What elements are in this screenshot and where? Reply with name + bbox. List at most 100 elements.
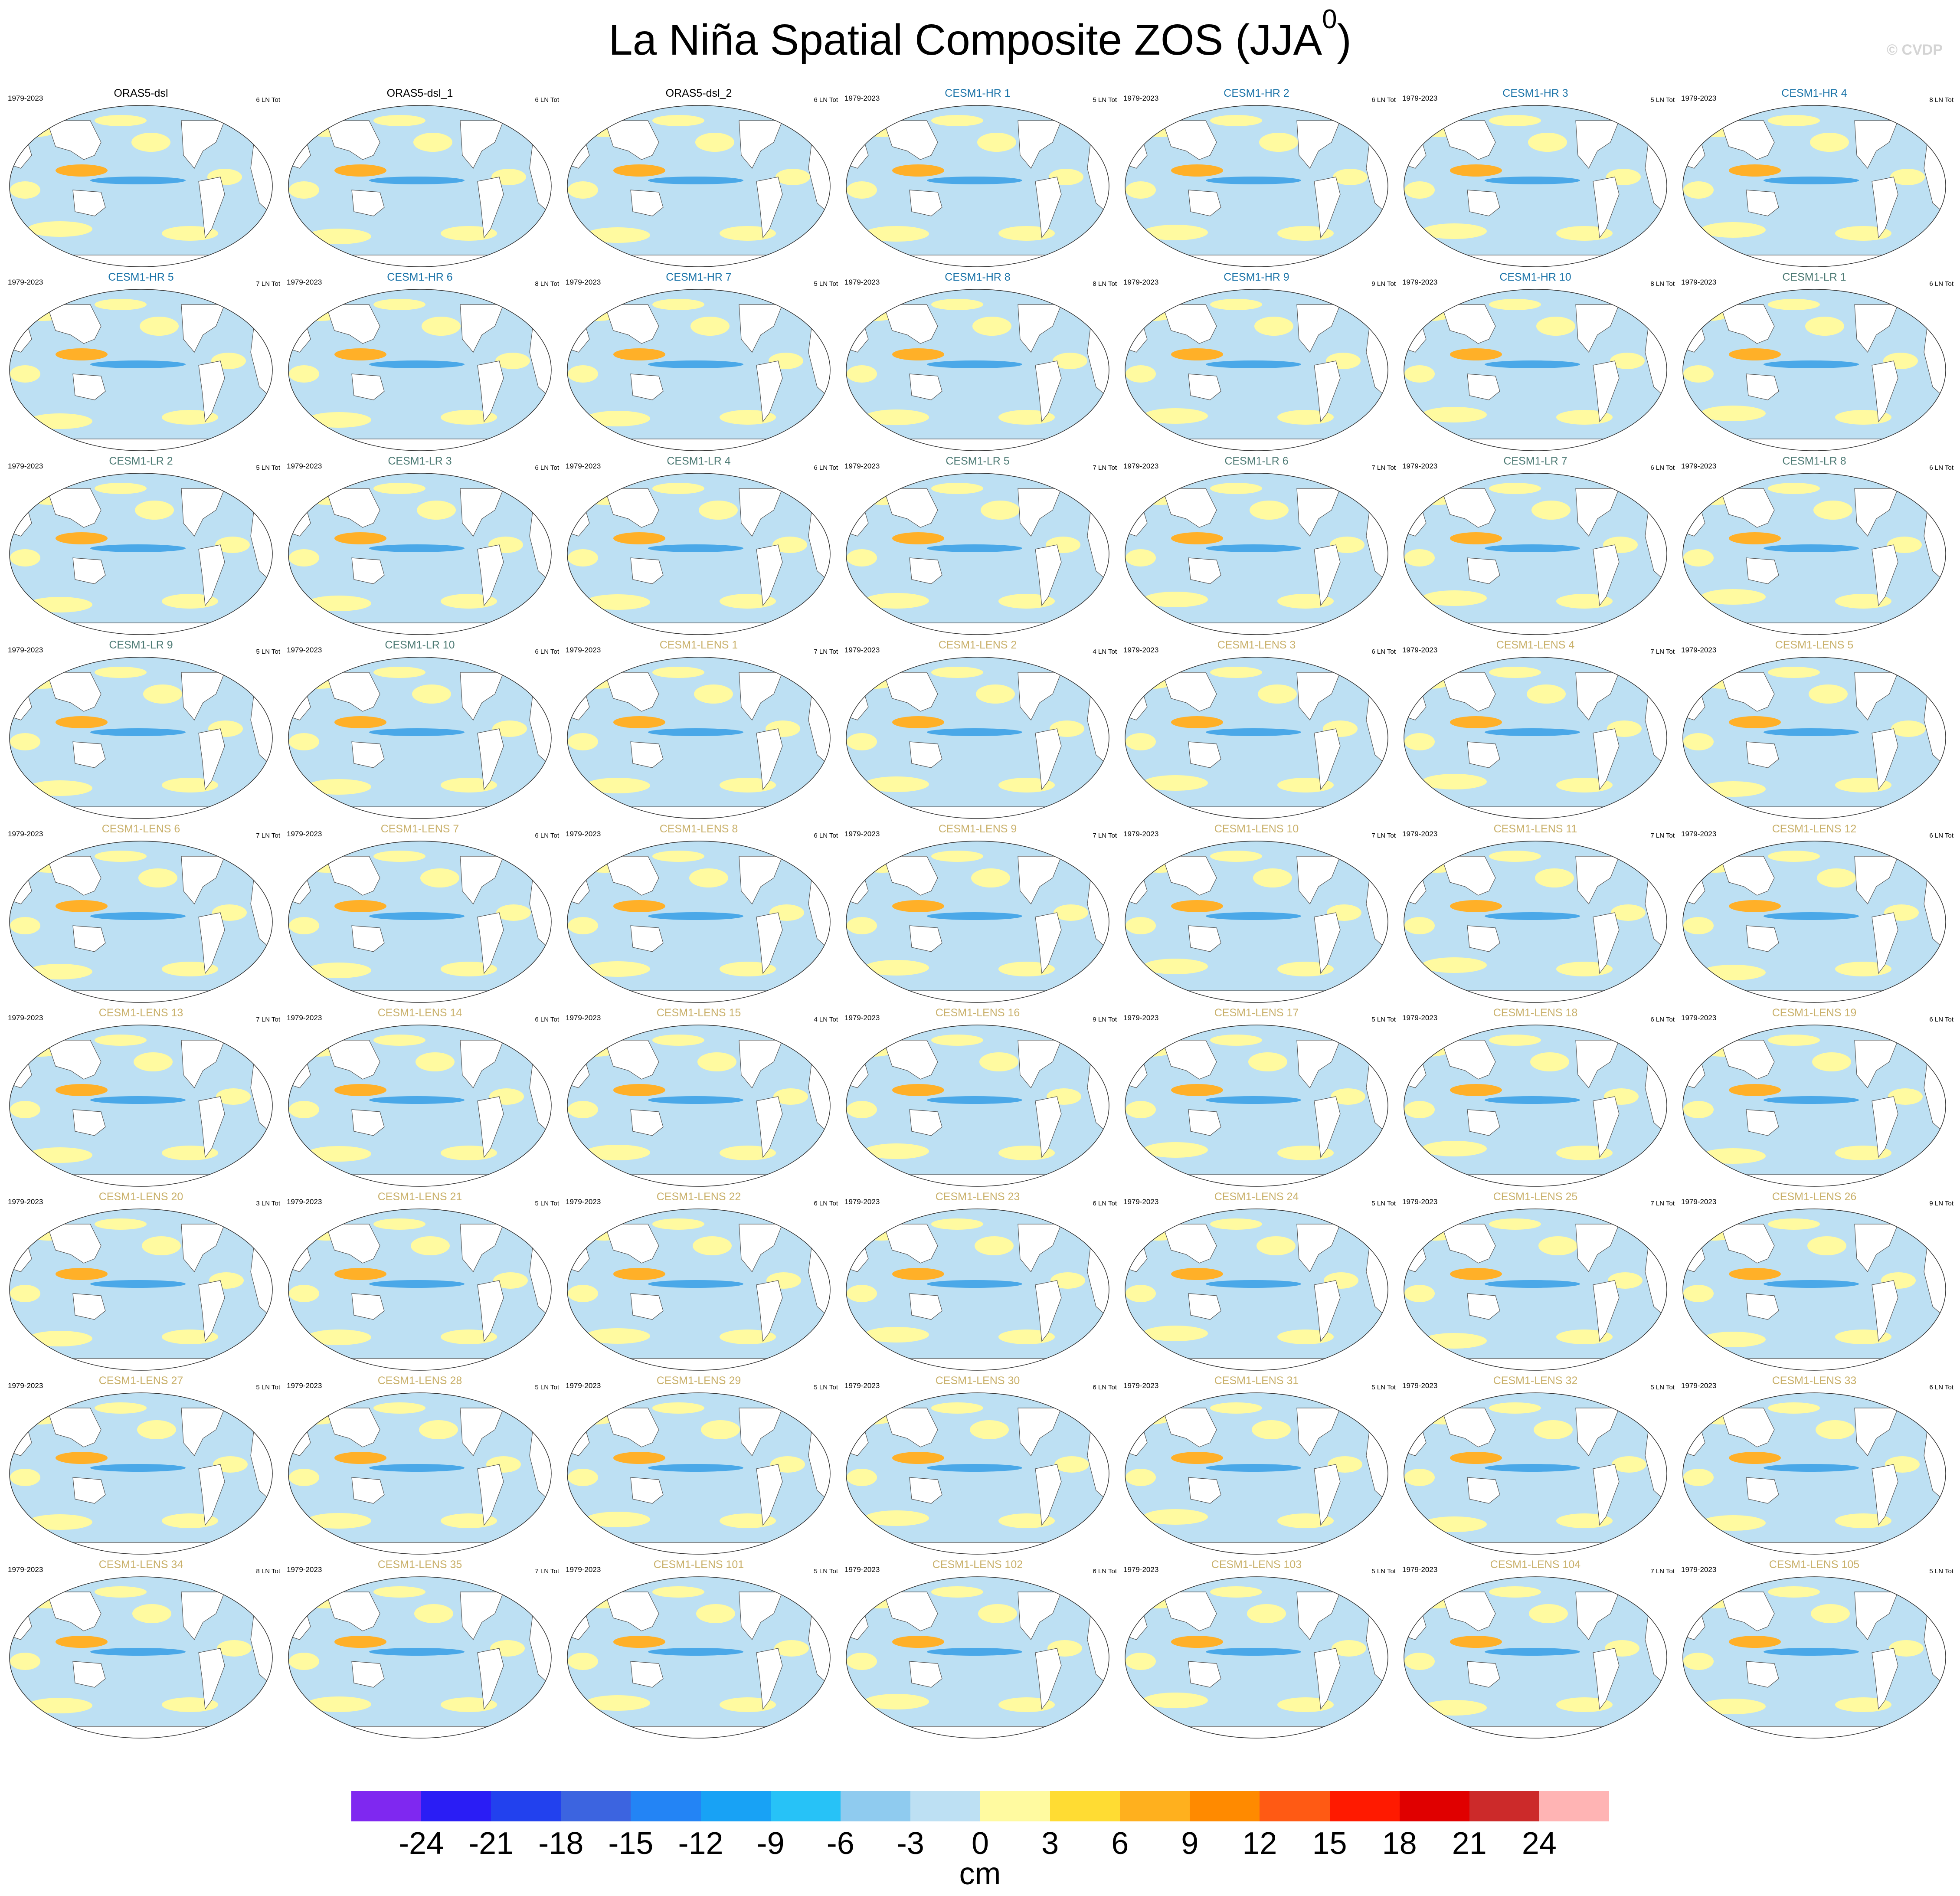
panel-title: CESM1-LENS 20 <box>98 1191 183 1203</box>
world-map <box>1682 473 1946 635</box>
panel-period: 1979-2023 <box>566 1565 601 1574</box>
panel-title: CESM1-LENS 29 <box>656 1375 741 1387</box>
panel-title: CESM1-LR 9 <box>109 639 173 651</box>
panel-event-count: 5 LN Tot <box>1929 1568 1953 1575</box>
map-panel: CESM1-LENS 12 1979-2023 6 LN Tot <box>1675 822 1953 1007</box>
map-panel: CESM1-LR 3 1979-2023 6 LN Tot <box>281 455 559 639</box>
cvdp-credit: © CVDP <box>1887 42 1943 58</box>
colorbar-tick-label: -15 <box>608 1826 654 1861</box>
map-panel: CESM1-LENS 20 1979-2023 3 LN Tot <box>2 1190 280 1375</box>
map-panel: CESM1-HR 7 1979-2023 5 LN Tot <box>560 271 838 455</box>
panel-period: 1979-2023 <box>1402 1382 1438 1390</box>
world-map <box>9 1025 273 1187</box>
panel-event-count: 6 LN Tot <box>814 832 838 839</box>
panel-title: CESM1-LENS 19 <box>1772 1007 1857 1019</box>
panel-title: CESM1-HR 7 <box>666 271 732 283</box>
panel-title: CESM1-LENS 21 <box>377 1191 462 1203</box>
panel-period: 1979-2023 <box>1681 94 1717 102</box>
map-panel: CESM1-LENS 33 1979-2023 6 LN Tot <box>1675 1374 1953 1559</box>
panel-title: CESM1-LENS 15 <box>656 1007 741 1019</box>
panel-event-count: 6 LN Tot <box>535 96 559 104</box>
panel-event-count: 8 LN Tot <box>535 280 559 288</box>
panel-period: 1979-2023 <box>566 1014 601 1022</box>
map-panel: CESM1-LENS 21 1979-2023 5 LN Tot <box>281 1190 559 1375</box>
panel-period: 1979-2023 <box>1402 278 1438 286</box>
map-panel: CESM1-HR 10 1979-2023 8 LN Tot <box>1396 271 1675 455</box>
panel-title: CESM1-LR 4 <box>667 455 731 467</box>
map-panel: CESM1-LENS 7 1979-2023 6 LN Tot <box>281 822 559 1007</box>
map-panel: CESM1-LENS 4 1979-2023 7 LN Tot <box>1396 639 1675 823</box>
map-panel: CESM1-LENS 23 1979-2023 6 LN Tot <box>838 1190 1117 1375</box>
panel-event-count: 7 LN Tot <box>1650 648 1675 655</box>
world-map <box>1125 841 1388 1003</box>
panel-event-count: 7 LN Tot <box>256 280 280 288</box>
panel-event-count: 6 LN Tot <box>1093 1200 1117 1207</box>
world-map <box>1404 1576 1667 1739</box>
panel-period: 1979-2023 <box>1681 1565 1717 1574</box>
panel-title: CESM1-LENS 10 <box>1214 823 1299 835</box>
colorbar-tick-label: -21 <box>468 1826 514 1861</box>
panel-event-count: 6 LN Tot <box>1929 1016 1953 1023</box>
panel-event-count: 8 LN Tot <box>1650 280 1675 288</box>
panel-event-count: 5 LN Tot <box>535 1200 559 1207</box>
panel-event-count: 9 LN Tot <box>1929 1200 1953 1207</box>
panel-period: 1979-2023 <box>1123 1014 1159 1022</box>
panel-period: 1979-2023 <box>566 278 601 286</box>
panel-period: 1979-2023 <box>8 1014 43 1022</box>
panel-period: 1979-2023 <box>1402 1014 1438 1022</box>
colorbar-tick-label: -18 <box>538 1826 584 1861</box>
colorbar-box <box>1120 1791 1190 1821</box>
world-map <box>846 657 1109 819</box>
colorbar-box <box>980 1791 1050 1821</box>
panel-event-count: 6 LN Tot <box>1929 832 1953 839</box>
world-map <box>9 1392 273 1555</box>
world-map <box>846 1208 1109 1371</box>
panel-period: 1979-2023 <box>287 1014 322 1022</box>
map-panel: CESM1-LENS 15 1979-2023 4 LN Tot <box>560 1006 838 1191</box>
panel-event-count: 7 LN Tot <box>1371 464 1396 472</box>
world-map <box>567 1392 831 1555</box>
world-map <box>288 473 552 635</box>
world-map <box>1682 1576 1946 1739</box>
panel-event-count: 9 LN Tot <box>1093 1016 1117 1023</box>
map-panel: CESM1-LR 6 1979-2023 7 LN Tot <box>1117 455 1396 639</box>
panel-title: CESM1-HR 9 <box>1224 271 1289 283</box>
map-panel: CESM1-LENS 1 1979-2023 7 LN Tot <box>560 639 838 823</box>
panel-title: CESM1-LENS 104 <box>1490 1559 1581 1571</box>
panel-period: 1979-2023 <box>1402 646 1438 654</box>
panel-period: 1979-2023 <box>1402 462 1438 470</box>
panel-period: 1979-2023 <box>287 646 322 654</box>
panel-period: 1979-2023 <box>844 278 880 286</box>
panel-title: CESM1-LR 6 <box>1224 455 1289 467</box>
colorbar-box <box>1329 1791 1400 1821</box>
panel-event-count: 7 LN Tot <box>1650 1200 1675 1207</box>
map-panel: CESM1-HR 8 1979-2023 8 LN Tot <box>838 271 1117 455</box>
panel-event-count: 7 LN Tot <box>1093 832 1117 839</box>
panel-title: CESM1-LENS 25 <box>1493 1191 1578 1203</box>
panel-event-count: 6 LN Tot <box>1929 280 1953 288</box>
panel-event-count: 5 LN Tot <box>256 1384 280 1391</box>
panel-title: CESM1-LENS 3 <box>1217 639 1296 651</box>
colorbar-box <box>421 1791 491 1821</box>
map-panel: CESM1-LENS 14 1979-2023 6 LN Tot <box>281 1006 559 1191</box>
world-map <box>1404 105 1667 267</box>
panel-period: 1979-2023 <box>844 1382 880 1390</box>
panel-period: 1979-2023 <box>1681 1382 1717 1390</box>
panel-title: CESM1-LENS 8 <box>659 823 738 835</box>
panel-title: CESM1-LENS 30 <box>935 1375 1020 1387</box>
panel-period: 1979-2023 <box>566 1382 601 1390</box>
world-map <box>846 473 1109 635</box>
colorbar-box <box>1399 1791 1469 1821</box>
world-map <box>567 289 831 451</box>
colorbar-tick-label: -9 <box>756 1826 785 1861</box>
panel-title: CESM1-LENS 5 <box>1775 639 1854 651</box>
panel-event-count: 6 LN Tot <box>1929 464 1953 472</box>
panel-period: 1979-2023 <box>8 1382 43 1390</box>
world-map <box>1682 1392 1946 1555</box>
panel-period: 1979-2023 <box>1681 830 1717 838</box>
world-map <box>1682 1025 1946 1187</box>
world-map <box>288 1025 552 1187</box>
world-map <box>567 1576 831 1739</box>
panel-period: 1979-2023 <box>8 1565 43 1574</box>
map-panel: CESM1-LR 5 1979-2023 7 LN Tot <box>838 455 1117 639</box>
